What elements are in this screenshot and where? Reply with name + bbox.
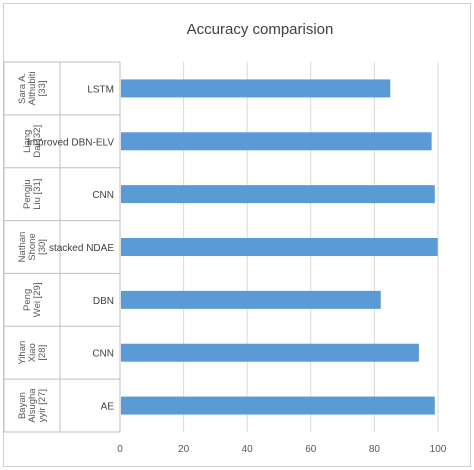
category-label: stacked NDAE <box>49 243 114 254</box>
group-label-line: yyir [27] <box>37 389 48 422</box>
bar <box>121 290 381 309</box>
bar <box>121 238 438 256</box>
group-label-line: Nathan <box>17 232 28 263</box>
bar <box>121 79 391 98</box>
group-label: BayanAlsughayyir [27] <box>17 388 48 423</box>
group-label-line: [30] <box>37 239 48 255</box>
bar <box>121 185 435 204</box>
category-label: improved DBN-ELV <box>27 137 114 148</box>
group-label-line: Shone <box>27 233 38 260</box>
group-label-line: Liang <box>22 130 33 153</box>
group-label: PengjuLiu [31] <box>22 179 43 210</box>
group-label-line: Liu [31] <box>32 179 43 210</box>
group-label: LiangDai [32] <box>22 125 43 158</box>
group-label-line: Alsugha <box>27 388 38 423</box>
group-label-line: Pengju <box>22 179 33 209</box>
group-label: Sara A.Althubiti[33] <box>17 72 48 106</box>
group-label: YihanXiao[28] <box>17 341 48 365</box>
group-label-line: [28] <box>37 345 48 361</box>
x-tick-label: 40 <box>242 444 254 455</box>
group-label-line: [33] <box>37 80 48 96</box>
group-label-line: Althubiti <box>27 72 38 106</box>
group-label-line: Xiao <box>27 343 38 362</box>
category-label: CNN <box>92 190 114 201</box>
category-label: LSTM <box>87 84 114 95</box>
category-label: AE <box>101 402 115 413</box>
bar <box>121 132 432 151</box>
bar <box>121 343 419 362</box>
group-label-line: Peng <box>22 289 33 311</box>
chart-title: Accuracy comparision <box>187 21 334 38</box>
x-tick-label: 100 <box>430 444 447 455</box>
category-label: DBN <box>93 296 114 307</box>
group-label-line: Bayan <box>17 392 28 419</box>
x-tick-label: 80 <box>369 444 381 455</box>
group-label: NathanShone[30] <box>17 232 48 263</box>
group-label-line: Yihan <box>17 341 28 365</box>
group-label-line: Dai [32] <box>32 125 43 158</box>
group-label: PengWei [29] <box>22 283 43 318</box>
bar <box>121 396 435 415</box>
x-tick-label: 20 <box>178 444 190 455</box>
group-label-line: Wei [29] <box>32 283 43 318</box>
x-tick-label: 60 <box>305 444 317 455</box>
category-label: CNN <box>92 349 114 360</box>
plot-area: 0 20 40 60 80 100 Sara A.Althubiti[33] LSTM Lian… <box>3 61 447 455</box>
group-label-line: Sara A. <box>17 73 28 104</box>
x-tick-label: 0 <box>117 444 123 455</box>
